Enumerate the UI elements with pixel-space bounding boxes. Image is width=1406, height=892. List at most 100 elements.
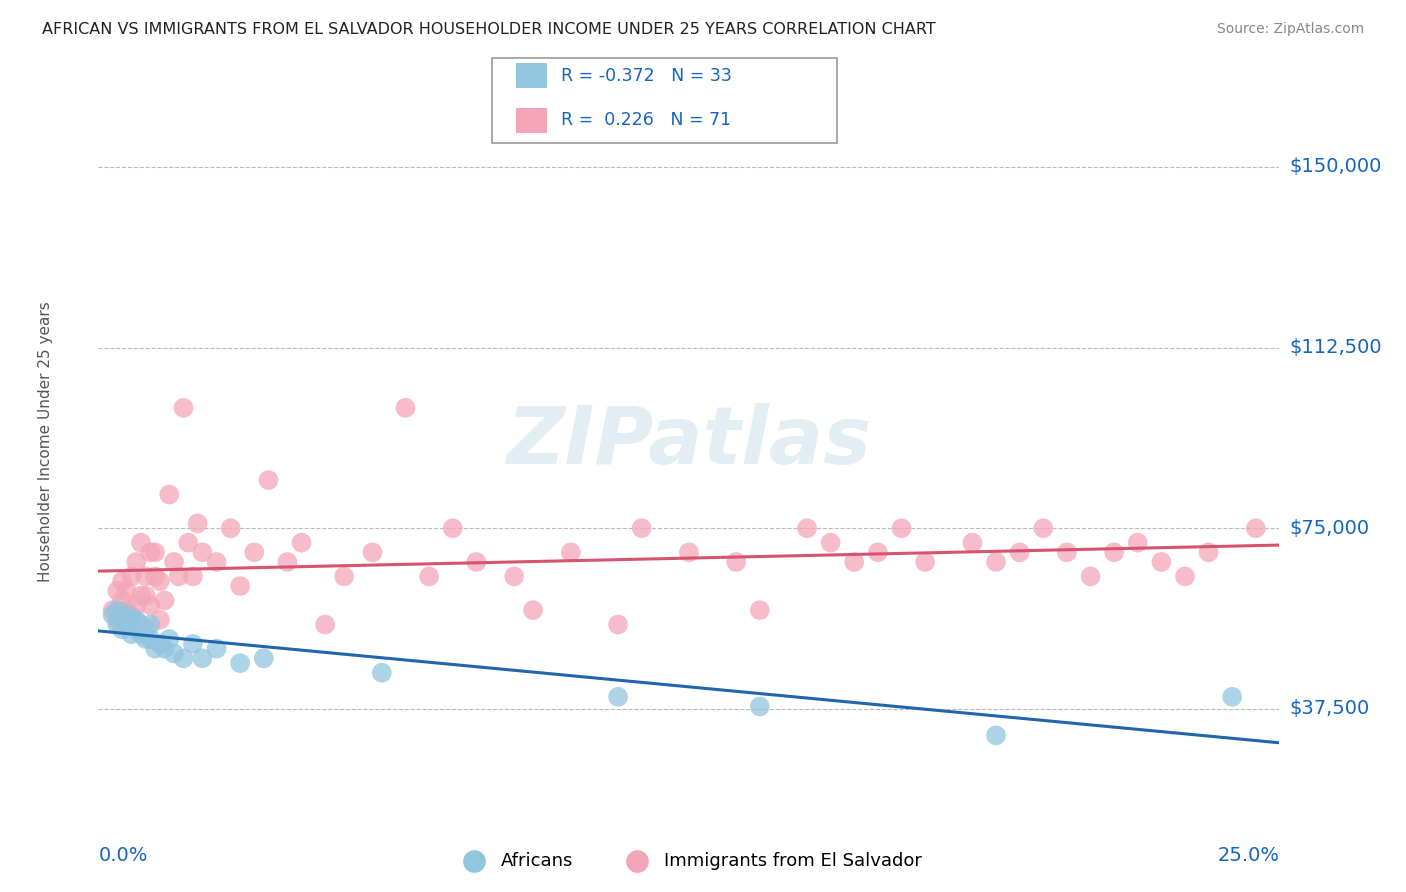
Point bbox=[135, 632, 157, 646]
Point bbox=[243, 545, 266, 559]
Point bbox=[149, 613, 172, 627]
Text: Householder Income Under 25 years: Householder Income Under 25 years bbox=[38, 301, 53, 582]
Point bbox=[522, 603, 544, 617]
Point bbox=[172, 401, 194, 415]
Point bbox=[135, 569, 157, 583]
Point bbox=[121, 613, 143, 627]
Point bbox=[115, 607, 138, 622]
Point bbox=[143, 569, 166, 583]
Point bbox=[135, 589, 157, 603]
Point bbox=[748, 603, 770, 617]
Point bbox=[129, 617, 152, 632]
Point bbox=[121, 627, 143, 641]
Point bbox=[890, 521, 912, 535]
Text: $75,000: $75,000 bbox=[1289, 519, 1369, 538]
Text: ZIPatlas: ZIPatlas bbox=[506, 402, 872, 481]
Point bbox=[678, 545, 700, 559]
Point bbox=[276, 555, 298, 569]
Point bbox=[125, 623, 148, 637]
Point bbox=[139, 545, 162, 559]
Point bbox=[115, 583, 138, 598]
Point bbox=[105, 613, 128, 627]
Point bbox=[157, 632, 180, 646]
Point bbox=[105, 603, 128, 617]
Point bbox=[125, 599, 148, 613]
Point bbox=[105, 617, 128, 632]
Point bbox=[115, 603, 138, 617]
Point bbox=[607, 617, 630, 632]
Point bbox=[984, 555, 1007, 569]
Point bbox=[191, 545, 214, 559]
Text: $112,500: $112,500 bbox=[1289, 338, 1382, 357]
Point bbox=[135, 623, 157, 637]
Point bbox=[418, 569, 440, 583]
Point bbox=[290, 535, 312, 549]
Point bbox=[153, 641, 176, 656]
Point bbox=[163, 555, 186, 569]
Point bbox=[101, 607, 124, 622]
Point bbox=[115, 617, 138, 632]
Point bbox=[253, 651, 276, 665]
Point bbox=[361, 545, 384, 559]
Point bbox=[844, 555, 866, 569]
Point bbox=[163, 647, 186, 661]
Point bbox=[748, 699, 770, 714]
Point bbox=[191, 651, 214, 665]
Point bbox=[1244, 521, 1267, 535]
Text: R =  0.226   N = 71: R = 0.226 N = 71 bbox=[561, 112, 731, 129]
Point bbox=[111, 574, 134, 589]
Point bbox=[1102, 545, 1125, 559]
Point bbox=[105, 583, 128, 598]
Point bbox=[129, 589, 152, 603]
Point bbox=[205, 641, 228, 656]
Point bbox=[1174, 569, 1197, 583]
Point bbox=[143, 545, 166, 559]
Text: $37,500: $37,500 bbox=[1289, 699, 1369, 718]
Point bbox=[257, 473, 280, 487]
Point bbox=[394, 401, 416, 415]
Point bbox=[205, 555, 228, 569]
Point bbox=[111, 593, 134, 607]
Point bbox=[139, 599, 162, 613]
Point bbox=[177, 535, 200, 549]
Point bbox=[229, 656, 252, 670]
Point bbox=[167, 569, 190, 583]
Point bbox=[149, 574, 172, 589]
Point bbox=[1220, 690, 1243, 704]
Point bbox=[111, 613, 134, 627]
Point bbox=[1198, 545, 1220, 559]
Point bbox=[441, 521, 464, 535]
Point bbox=[115, 617, 138, 632]
Point bbox=[1150, 555, 1173, 569]
Point bbox=[111, 623, 134, 637]
Point bbox=[143, 641, 166, 656]
Point bbox=[187, 516, 209, 531]
Point bbox=[1032, 521, 1054, 535]
Point bbox=[630, 521, 652, 535]
Point bbox=[560, 545, 582, 559]
Point bbox=[1080, 569, 1102, 583]
Text: 0.0%: 0.0% bbox=[98, 847, 148, 865]
Point bbox=[129, 627, 152, 641]
Point bbox=[314, 617, 336, 632]
Point bbox=[371, 665, 394, 680]
Point bbox=[125, 555, 148, 569]
Point bbox=[181, 637, 204, 651]
Point bbox=[101, 603, 124, 617]
Point bbox=[172, 651, 194, 665]
Point bbox=[984, 728, 1007, 742]
Text: 25.0%: 25.0% bbox=[1218, 847, 1279, 865]
Point bbox=[149, 637, 172, 651]
Point bbox=[503, 569, 526, 583]
Text: $150,000: $150,000 bbox=[1289, 158, 1381, 177]
Point bbox=[333, 569, 356, 583]
Point bbox=[153, 593, 176, 607]
Text: AFRICAN VS IMMIGRANTS FROM EL SALVADOR HOUSEHOLDER INCOME UNDER 25 YEARS CORRELA: AFRICAN VS IMMIGRANTS FROM EL SALVADOR H… bbox=[42, 22, 936, 37]
Legend: Africans, Immigrants from El Salvador: Africans, Immigrants from El Salvador bbox=[449, 845, 929, 877]
Point bbox=[1126, 535, 1149, 549]
Point bbox=[181, 569, 204, 583]
Point bbox=[1056, 545, 1078, 559]
Text: R = -0.372   N = 33: R = -0.372 N = 33 bbox=[561, 67, 733, 85]
Point bbox=[121, 607, 143, 622]
Point bbox=[125, 613, 148, 627]
